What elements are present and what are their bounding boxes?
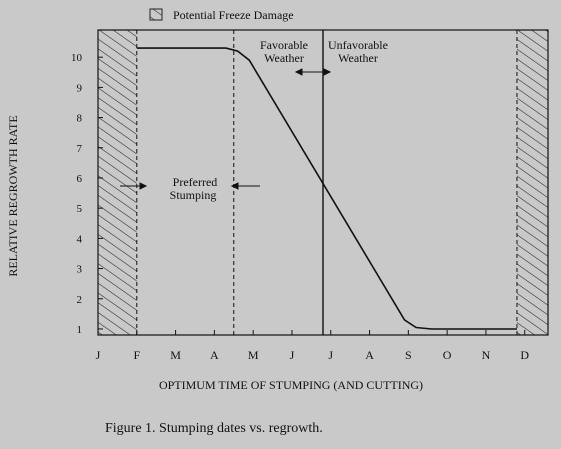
x-tick-label-5: J <box>290 348 295 362</box>
y-tick-label-2: 3 <box>77 264 83 276</box>
freeze-region-0 <box>98 30 137 335</box>
preferred-label-2: Stumping <box>170 188 217 202</box>
x-tick-label-1: F <box>133 348 140 362</box>
figure-caption: Figure 1. Stumping dates vs. regrowth. <box>105 421 323 436</box>
preferred-left-arrow <box>120 182 148 190</box>
x-tick-label-0: J <box>96 348 101 362</box>
freeze-damage-regions <box>98 30 548 335</box>
regrowth-curve <box>136 47 517 330</box>
preferred-label-1: Preferred <box>173 175 218 189</box>
x-tick-label-6: J <box>328 348 333 362</box>
y-tick-label-7: 8 <box>77 113 83 125</box>
y-tick-label-3: 4 <box>77 233 83 245</box>
y-axis: 1 2 3 4 5 6 7 8 9 10 <box>71 52 103 336</box>
y-tick-label-0: 1 <box>77 324 83 336</box>
x-tick-label-10: N <box>482 348 491 362</box>
x-tick-label-4: M <box>248 348 259 362</box>
x-tick-label-7: A <box>365 348 374 362</box>
weather-arrows <box>294 68 332 76</box>
y-tick-label-4: 5 <box>77 203 83 215</box>
x-tick-label-2: M <box>170 348 181 362</box>
y-tick-label-6: 7 <box>77 143 83 155</box>
y-tick-label-1: 2 <box>77 294 83 306</box>
unfavorable-label-1: Unfavorable <box>328 38 388 52</box>
y-tick-label-9: 10 <box>71 52 83 64</box>
preferred-right-arrow <box>230 182 260 190</box>
y-tick-label-8: 9 <box>77 82 83 94</box>
x-axis-title: OPTIMUM TIME OF STUMPING (AND CUTTING) <box>159 378 423 392</box>
legend-swatch <box>149 8 163 21</box>
favorable-label-2: Weather <box>264 51 304 65</box>
y-axis-title: RELATIVE REGROWTH RATE <box>6 115 20 276</box>
x-tick-label-9: O <box>443 348 452 362</box>
y-tick-label-5: 6 <box>77 173 83 185</box>
freeze-region-1 <box>516 30 548 335</box>
unfavorable-label-2: Weather <box>338 51 378 65</box>
x-tick-label-8: S <box>405 348 412 362</box>
favorable-label-1: Favorable <box>260 38 308 52</box>
x-tick-label-11: D <box>520 348 529 362</box>
x-tick-label-3: A <box>210 348 219 362</box>
legend-label: Potential Freeze Damage <box>173 8 294 22</box>
